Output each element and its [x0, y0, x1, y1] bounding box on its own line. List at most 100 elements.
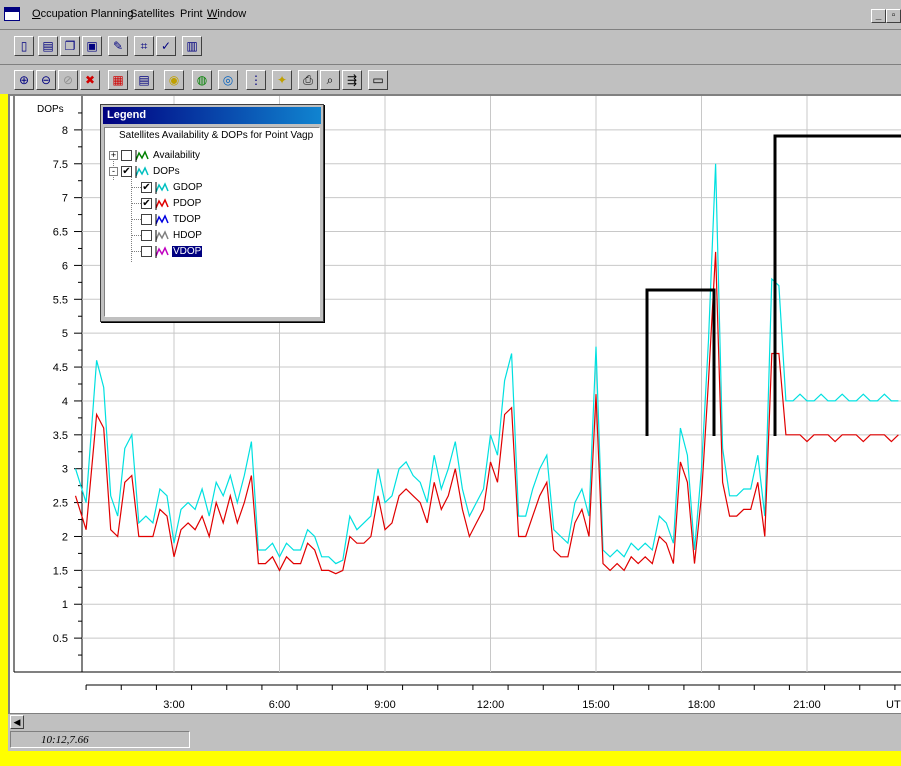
y-axis: 0.5 1 1.5 2 2.5 3 3.5 4 4.5 5 5.5 6 6.5 7 7.5 8: [53, 112, 82, 656]
x-tick-label: 6:00: [269, 699, 290, 711]
toolbar-chart: ⊕ ⊖ ⊘ ✖ ▦ ▤ ◉ ◍ ◎ ⋮ ✦ ⎙ ⌕ ⇶ ▭: [0, 64, 901, 94]
legend-checkbox[interactable]: [141, 230, 152, 241]
scroll-left-icon[interactable]: ◀: [10, 715, 24, 729]
y-axis-title: DOPs: [37, 104, 64, 115]
menu-window[interactable]: Window: [207, 8, 247, 20]
app-window-icon[interactable]: [4, 7, 20, 21]
series-swatch-icon: [155, 245, 169, 258]
series-line-gdop: [74, 163, 899, 565]
print-icon[interactable]: ⎙: [298, 70, 318, 90]
zoom-in-icon[interactable]: ⊕: [14, 70, 34, 90]
tree-connector: [131, 174, 132, 262]
legend-item-label: TDOP: [173, 214, 201, 225]
menu-occupation-planning[interactable]: Occupation Planning: [32, 8, 134, 20]
expander-icon[interactable]: +: [109, 150, 118, 160]
y-tick-label: 7.5: [53, 159, 68, 171]
series-swatch-icon: [155, 181, 169, 194]
satellite-grid-icon[interactable]: ⌗: [134, 36, 154, 56]
series-swatch-icon: [155, 229, 169, 242]
horizontal-scrollbar[interactable]: ◀: [8, 713, 901, 729]
restore-icon[interactable]: ▫: [886, 9, 901, 23]
menu-satellites[interactable]: Satellites: [130, 8, 175, 20]
legend-item-label: HDOP: [173, 230, 202, 241]
legend-checkbox[interactable]: [141, 246, 152, 257]
y-tick-label: 3: [62, 464, 68, 476]
toolbar-main: ▯ ▤ ❐ ▣ ✎ ⌗ ✓ ▥: [0, 30, 901, 64]
minimize-icon[interactable]: _: [871, 9, 886, 23]
page-icon[interactable]: ▭: [368, 70, 388, 90]
window-controls: _ ▫: [871, 9, 901, 23]
y-tick-label: 5.5: [53, 294, 68, 306]
legend-item-pdop[interactable]: ✔ PDOP: [141, 196, 202, 211]
y-tick-label: 4.5: [53, 362, 68, 374]
dop-chart-icon[interactable]: ✦: [272, 70, 292, 90]
series-swatch-icon: [135, 149, 149, 162]
legend-item-label: GDOP: [173, 182, 203, 193]
menu-print[interactable]: Print: [180, 8, 203, 20]
zoom-disabled-icon: ⊘: [58, 70, 78, 90]
delete-x-icon[interactable]: ✖: [80, 70, 100, 90]
menu-bar: Occupation Planning Satellites Print Win…: [0, 0, 901, 30]
y-tick-label: 1.5: [53, 565, 68, 577]
y-tick-label: 5: [62, 328, 68, 340]
cursor-coords: 10:12,7.66: [10, 731, 190, 748]
status-bar: 10:12,7.66: [8, 729, 901, 751]
zoom-out-icon[interactable]: ⊖: [36, 70, 56, 90]
legend-checkbox[interactable]: [141, 214, 152, 225]
window-bracket-b: [773, 134, 901, 436]
y-tick-label: 6.5: [53, 227, 68, 239]
x-tick-label: 15:00: [582, 699, 610, 711]
legend-item-tdop[interactable]: TDOP: [141, 212, 202, 227]
document-list-icon[interactable]: ▥: [182, 36, 202, 56]
tree-connector: [131, 219, 141, 220]
legend-window[interactable]: Legend Satellites Availability & DOPs fo…: [100, 104, 324, 322]
export-icon[interactable]: ⇶: [342, 70, 362, 90]
legend-checkbox[interactable]: ✔: [141, 198, 152, 209]
tree-connector: [131, 251, 141, 252]
availability-icon[interactable]: ⋮: [246, 70, 266, 90]
legend-item-dops[interactable]: - ✔ DOPs: [109, 164, 181, 179]
print-preview-icon[interactable]: ⌕: [320, 70, 340, 90]
edit-pen-icon[interactable]: ✎: [108, 36, 128, 56]
x-tick-label-overflow: UT: [886, 699, 901, 711]
legend-item-label: Availability: [153, 150, 201, 161]
legend-checkbox[interactable]: ✔: [121, 166, 132, 177]
elevation-icon[interactable]: ◍: [192, 70, 212, 90]
copy-icon[interactable]: ❐: [60, 36, 80, 56]
legend-checkbox[interactable]: ✔: [141, 182, 152, 193]
legend-checkbox[interactable]: [121, 150, 132, 161]
open-folder-icon[interactable]: ▤: [38, 36, 58, 56]
sky-plot-icon[interactable]: ◉: [164, 70, 184, 90]
x-tick-label: 21:00: [793, 699, 821, 711]
grid-icon[interactable]: ▦: [108, 70, 128, 90]
y-tick-label: 1: [62, 599, 68, 611]
y-tick-label: 8: [62, 125, 68, 137]
chart-series: [74, 163, 899, 575]
tree-connector: [131, 203, 141, 204]
series-line-pdop: [74, 251, 899, 575]
report-icon[interactable]: ▤: [134, 70, 154, 90]
y-tick-label: 3.5: [53, 430, 68, 442]
paste-icon[interactable]: ▣: [82, 36, 102, 56]
legend-item-label: PDOP: [173, 198, 202, 209]
expander-icon[interactable]: -: [109, 167, 118, 176]
satellite-check-icon[interactable]: ✓: [156, 36, 176, 56]
series-swatch-icon: [155, 197, 169, 210]
legend-heading: Satellites Availability & DOPs for Point…: [119, 130, 314, 141]
window-bracket-a: [645, 288, 716, 436]
new-document-icon[interactable]: ▯: [14, 36, 34, 56]
legend-item-gdop[interactable]: ✔ GDOP: [141, 180, 203, 195]
legend-title-bar[interactable]: Legend: [103, 107, 321, 124]
x-tick-label: 9:00: [374, 699, 395, 711]
y-tick-label: 6: [62, 260, 68, 272]
legend-item-vdop[interactable]: VDOP: [141, 244, 203, 259]
y-tick-label: 0.5: [53, 633, 68, 645]
legend-item-availability[interactable]: + Availability: [109, 148, 201, 163]
legend-item-hdop[interactable]: HDOP: [141, 228, 203, 243]
x-tick-label: 12:00: [477, 699, 505, 711]
globe-icon[interactable]: ◎: [218, 70, 238, 90]
y-tick-label: 2: [62, 531, 68, 543]
y-tick-label: 2.5: [53, 498, 68, 510]
tree-connector: [131, 235, 141, 236]
